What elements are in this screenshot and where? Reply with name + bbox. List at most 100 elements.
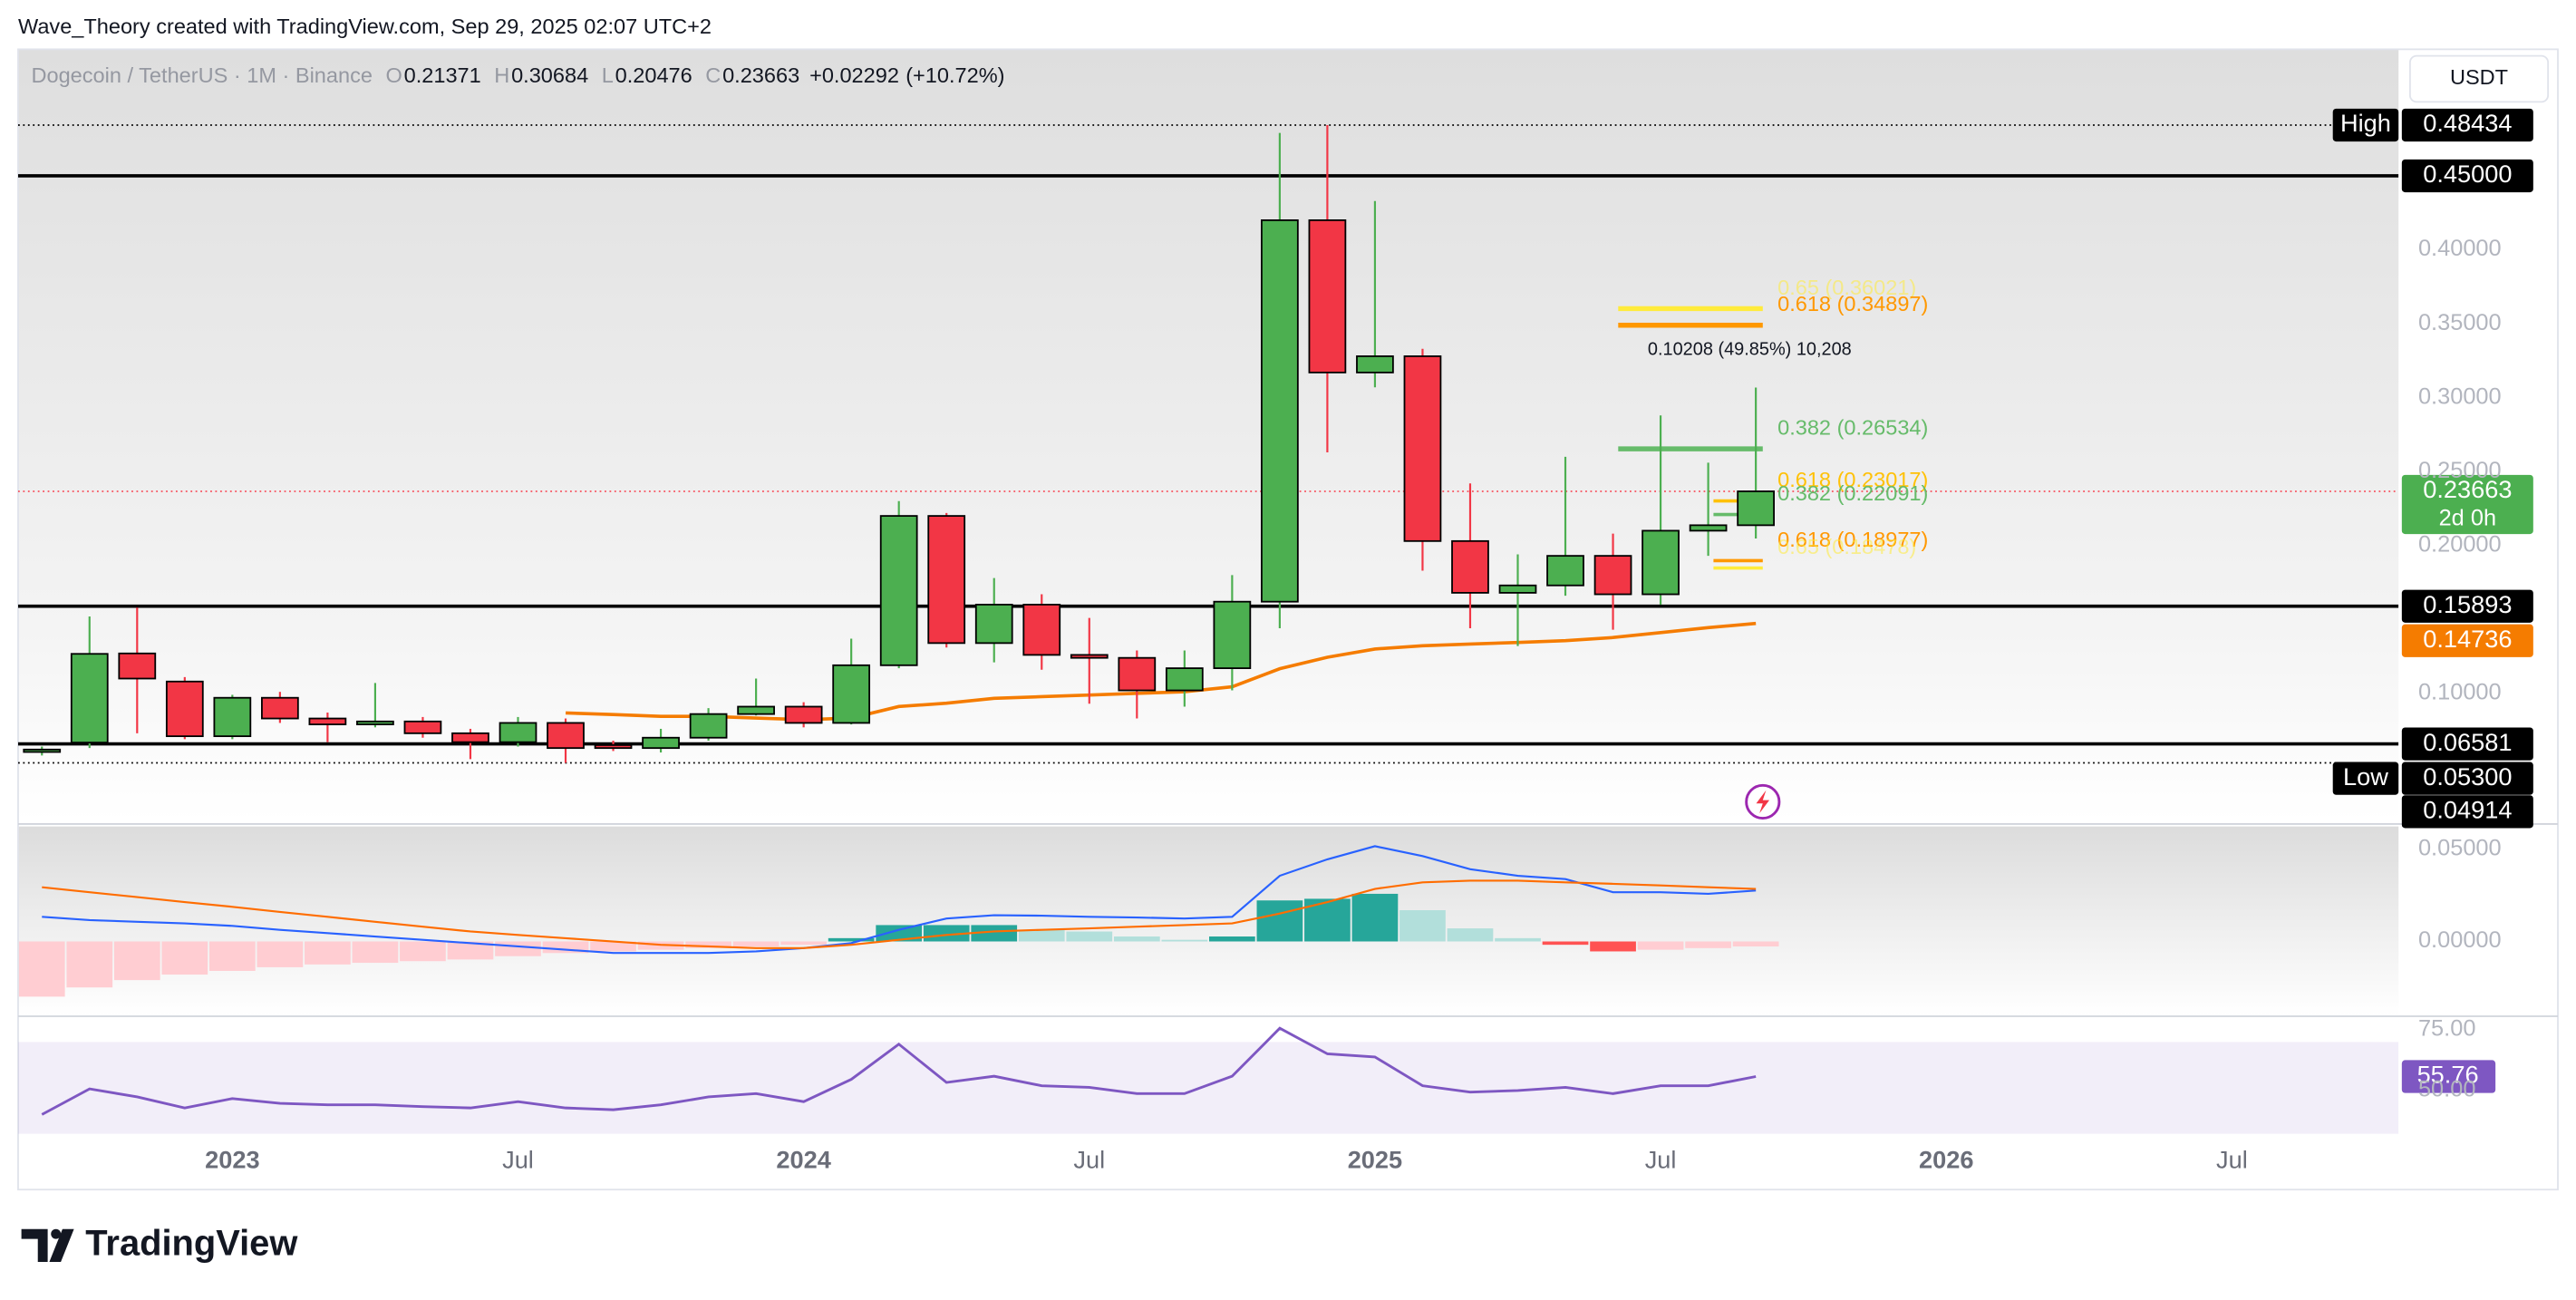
candle-body xyxy=(1689,524,1728,532)
candle-body xyxy=(118,652,157,680)
price-label: 0.14736 xyxy=(2423,625,2512,653)
header-item: L xyxy=(602,63,614,87)
chart-header: Dogecoin / TetherUS · 1M · Binance O 0.213… xyxy=(31,63,1004,87)
y-tick-label: 0.00000 xyxy=(2418,927,2502,953)
candle-body xyxy=(1593,555,1632,596)
extreme-tag: Low xyxy=(2343,762,2388,791)
candle-body xyxy=(1308,219,1347,374)
macd-plot xyxy=(18,845,1779,997)
histogram-bar xyxy=(1351,893,1399,942)
y-tick-label: 0.10000 xyxy=(2418,680,2502,705)
fib-label: 0.382 (0.26534) xyxy=(1777,416,1928,440)
histogram-bar xyxy=(732,941,780,946)
candle-body xyxy=(1451,539,1489,594)
candle-body xyxy=(23,748,62,753)
header-item: +0.02292 xyxy=(809,63,899,87)
x-tick-label: Jul xyxy=(1645,1146,1677,1174)
price-label-box xyxy=(2401,624,2533,657)
header-item: H xyxy=(494,63,509,87)
candle-body xyxy=(1022,604,1061,656)
price-label-box xyxy=(2401,589,2533,623)
histogram-bar xyxy=(685,941,731,948)
x-tick-label: Jul xyxy=(502,1146,534,1174)
countdown-label: 2d 0h xyxy=(2439,505,2496,530)
y-tick-label: 50.00 xyxy=(2418,1077,2475,1102)
price-label: 0.45000 xyxy=(2423,160,2512,188)
candle-body xyxy=(1546,555,1584,587)
histogram-bar xyxy=(1066,931,1113,942)
candle-body xyxy=(308,717,347,725)
x-tick-label: 2024 xyxy=(776,1146,830,1174)
histogram-bar xyxy=(1399,909,1446,942)
candle-body xyxy=(927,515,966,645)
ema-line xyxy=(566,621,1757,722)
candle-body xyxy=(784,705,823,724)
header-item: 0.23663 xyxy=(722,63,799,87)
fib-label: 0.618 (0.23017) xyxy=(1777,468,1928,491)
price-label-box xyxy=(2401,727,2533,761)
x-tick-label: 2025 xyxy=(1348,1146,1402,1174)
candle-body xyxy=(737,705,775,715)
candle-body xyxy=(832,664,871,724)
candle-body xyxy=(451,732,489,743)
y-tick-label: 0.05000 xyxy=(2418,836,2502,861)
price-label: 0.15893 xyxy=(2423,590,2512,618)
candle-body xyxy=(261,696,299,720)
fib-label: 0.65 (0.18478) xyxy=(1777,535,1916,558)
histogram-bar xyxy=(447,941,494,960)
candle-body xyxy=(1165,667,1204,692)
histogram-bar xyxy=(780,941,827,946)
y-tick-label: 75.00 xyxy=(2418,1016,2475,1042)
histogram-bar xyxy=(1542,941,1589,946)
signal-line xyxy=(42,879,1757,949)
candle-body xyxy=(1118,656,1157,692)
candle-body xyxy=(1403,355,1442,542)
candle-body xyxy=(689,713,728,739)
histogram-bar xyxy=(66,941,113,988)
extreme-tag-box xyxy=(2332,108,2399,142)
histogram-bar xyxy=(400,941,446,962)
fib-label: 0.618 (0.34897) xyxy=(1777,292,1928,315)
y-tick-label: 0.30000 xyxy=(2418,383,2502,409)
candle-body xyxy=(499,722,537,743)
histogram-bar xyxy=(352,941,399,964)
y-tick-label: 0.40000 xyxy=(2418,236,2502,261)
histogram-bar xyxy=(828,937,875,942)
header-item: 0.20476 xyxy=(615,63,692,87)
macd-pane xyxy=(17,826,2399,1016)
fib-label: 0.618 (0.18977) xyxy=(1777,528,1928,551)
histogram-bar xyxy=(161,941,208,975)
rsi-value-label: 55.76 xyxy=(2417,1061,2479,1089)
histogram-bar xyxy=(1637,941,1684,950)
candle-body xyxy=(213,696,252,738)
currency[interactable]: USDT xyxy=(2450,65,2508,89)
candle-body xyxy=(1641,529,1680,596)
rsi-plot xyxy=(17,1026,2399,1134)
price-label-box xyxy=(2401,795,2533,829)
macd-line xyxy=(42,845,1757,955)
candle-body xyxy=(1356,355,1394,374)
header-item: 0.21371 xyxy=(404,63,481,87)
price-label: 0.04914 xyxy=(2423,796,2512,824)
candle-body xyxy=(70,653,109,744)
rsi-line xyxy=(41,1026,1757,1116)
candle-body xyxy=(547,722,585,750)
extreme-tag-box xyxy=(2332,762,2399,795)
x-tick-label: Jul xyxy=(2216,1146,2248,1174)
measure-label: 0.10208 (49.85%) 10,208 xyxy=(1648,339,1852,359)
histogram-bar xyxy=(1495,937,1541,942)
candle-body xyxy=(594,743,633,750)
histogram-bar xyxy=(590,941,636,952)
candle-body xyxy=(165,680,204,738)
price-label-box xyxy=(2401,762,2533,795)
header-item: 0.30684 xyxy=(511,63,588,87)
event-icon xyxy=(1745,783,1781,820)
price-label-box xyxy=(2401,108,2533,142)
candle-body xyxy=(1261,219,1299,603)
x-tick-label: 2023 xyxy=(205,1146,259,1174)
currency-button[interactable] xyxy=(2408,54,2550,103)
y-tick-label: 0.35000 xyxy=(2418,310,2502,335)
